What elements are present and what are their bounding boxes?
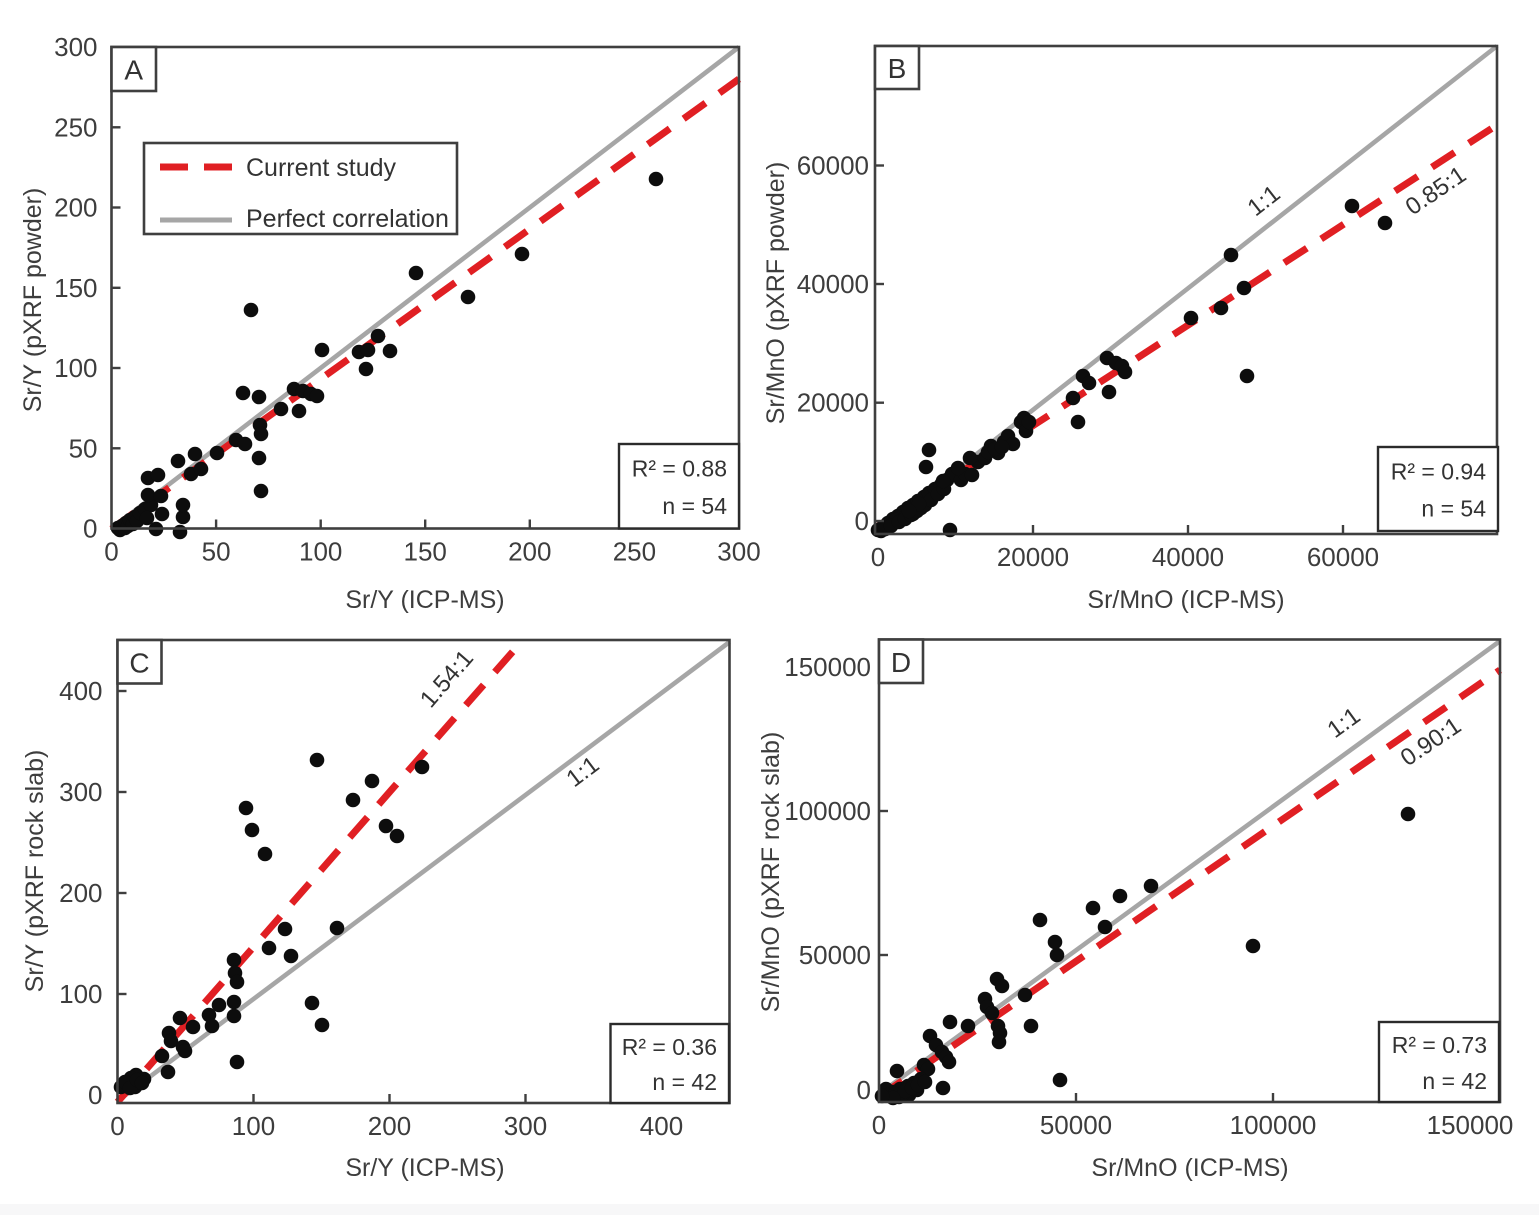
svg-text:0: 0 bbox=[857, 1075, 871, 1105]
svg-text:150: 150 bbox=[404, 537, 447, 567]
svg-text:0: 0 bbox=[855, 506, 869, 536]
svg-text:0: 0 bbox=[110, 1111, 124, 1141]
svg-text:Sr/MnO (ICP-MS): Sr/MnO (ICP-MS) bbox=[1091, 1154, 1288, 1182]
svg-text:C: C bbox=[129, 647, 149, 678]
svg-text:Perfect correlation: Perfect correlation bbox=[246, 205, 449, 233]
svg-text:100000: 100000 bbox=[784, 796, 871, 826]
svg-text:n = 42: n = 42 bbox=[652, 1069, 717, 1095]
svg-text:300: 300 bbox=[717, 537, 760, 567]
svg-text:A: A bbox=[124, 55, 143, 86]
svg-text:Sr/MnO (pXRF rock slab): Sr/MnO (pXRF rock slab) bbox=[757, 732, 785, 1013]
svg-text:0: 0 bbox=[88, 1080, 102, 1110]
svg-text:R² = 0.36: R² = 0.36 bbox=[622, 1034, 717, 1060]
svg-text:Sr/MnO (pXRF powder): Sr/MnO (pXRF powder) bbox=[762, 162, 790, 425]
svg-text:200: 200 bbox=[508, 537, 551, 567]
svg-text:Sr/Y (pXRF powder): Sr/Y (pXRF powder) bbox=[19, 188, 47, 413]
svg-text:40000: 40000 bbox=[1152, 542, 1224, 572]
svg-text:n = 42: n = 42 bbox=[1422, 1068, 1487, 1094]
svg-text:0: 0 bbox=[872, 1110, 886, 1140]
svg-text:0: 0 bbox=[83, 514, 97, 544]
svg-text:100000: 100000 bbox=[1230, 1110, 1317, 1140]
svg-text:n = 54: n = 54 bbox=[662, 493, 727, 519]
svg-text:100: 100 bbox=[54, 353, 97, 383]
svg-text:200: 200 bbox=[59, 878, 102, 908]
svg-text:100: 100 bbox=[59, 979, 102, 1009]
svg-text:0: 0 bbox=[871, 542, 885, 572]
svg-text:20000: 20000 bbox=[797, 388, 869, 418]
svg-text:200: 200 bbox=[368, 1111, 411, 1141]
svg-text:Sr/Y (pXRF rock slab): Sr/Y (pXRF rock slab) bbox=[21, 750, 49, 993]
svg-text:50: 50 bbox=[202, 537, 231, 567]
svg-text:300: 300 bbox=[504, 1111, 547, 1141]
svg-text:50: 50 bbox=[69, 433, 98, 463]
svg-text:Current study: Current study bbox=[246, 154, 397, 182]
svg-text:Sr/MnO (ICP-MS): Sr/MnO (ICP-MS) bbox=[1087, 586, 1284, 614]
svg-text:60000: 60000 bbox=[1307, 542, 1379, 572]
svg-text:60000: 60000 bbox=[797, 151, 869, 181]
svg-text:D: D bbox=[891, 647, 911, 678]
svg-text:150000: 150000 bbox=[1427, 1110, 1514, 1140]
svg-text:R² = 0.73: R² = 0.73 bbox=[1392, 1032, 1487, 1058]
svg-text:150: 150 bbox=[54, 273, 97, 303]
svg-text:300: 300 bbox=[54, 32, 97, 62]
svg-text:Sr/Y (ICP-MS): Sr/Y (ICP-MS) bbox=[345, 586, 504, 614]
svg-text:40000: 40000 bbox=[797, 269, 869, 299]
svg-text:250: 250 bbox=[613, 537, 656, 567]
svg-text:R² = 0.88: R² = 0.88 bbox=[632, 456, 727, 482]
svg-text:150000: 150000 bbox=[784, 652, 871, 682]
svg-text:n = 54: n = 54 bbox=[1421, 496, 1486, 522]
svg-text:100: 100 bbox=[299, 537, 342, 567]
svg-text:50000: 50000 bbox=[1040, 1110, 1112, 1140]
svg-text:20000: 20000 bbox=[997, 542, 1069, 572]
svg-text:Sr/Y (ICP-MS): Sr/Y (ICP-MS) bbox=[345, 1154, 504, 1182]
svg-text:50000: 50000 bbox=[799, 940, 871, 970]
svg-text:300: 300 bbox=[59, 777, 102, 807]
svg-text:0: 0 bbox=[104, 537, 118, 567]
svg-text:250: 250 bbox=[54, 112, 97, 142]
svg-text:100: 100 bbox=[232, 1111, 275, 1141]
svg-text:400: 400 bbox=[640, 1111, 683, 1141]
svg-text:200: 200 bbox=[54, 193, 97, 223]
svg-text:400: 400 bbox=[59, 676, 102, 706]
svg-text:R² = 0.94: R² = 0.94 bbox=[1391, 458, 1486, 484]
svg-text:B: B bbox=[888, 53, 907, 84]
